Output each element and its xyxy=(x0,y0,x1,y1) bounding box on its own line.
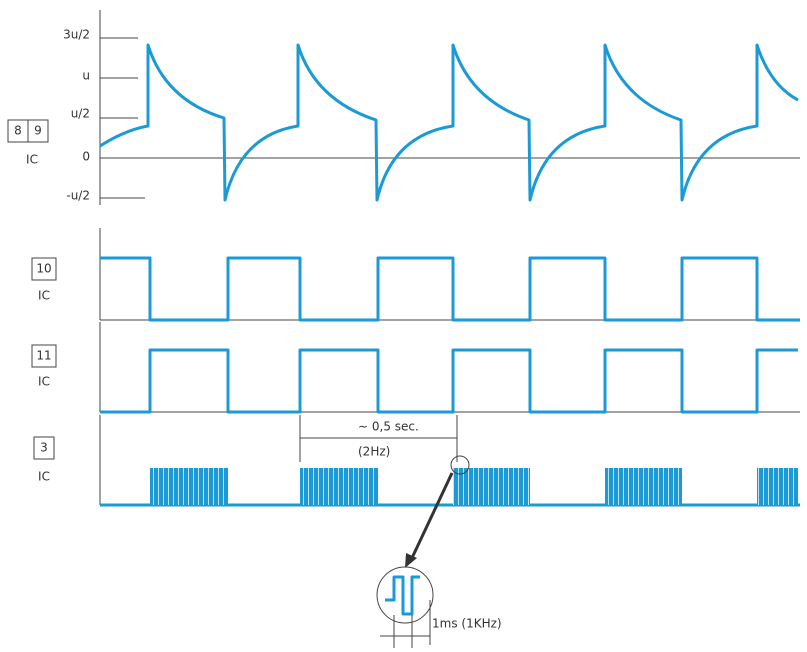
pin-label: 3 xyxy=(40,441,48,455)
level-label: 0 xyxy=(82,150,90,164)
level-label: u xyxy=(82,69,90,83)
panel-2: 10 IC xyxy=(31,228,800,322)
waveform xyxy=(99,43,799,202)
panel-4: 3 IC xyxy=(33,415,800,507)
level-label: 3u/2 xyxy=(63,28,90,42)
panel-3: 11 IC xyxy=(31,322,800,414)
frequency-label: (2Hz) xyxy=(358,445,390,459)
period-label: ∼ 0,5 sec. xyxy=(358,420,419,434)
bursts xyxy=(150,468,798,505)
chip-label: IC xyxy=(26,153,38,167)
panel-1: 3u/2 u u/2 0 -u/2 8 9 IC xyxy=(7,10,800,205)
chip-label: IC xyxy=(38,375,50,389)
pulse-label: 1ms (1KHz) xyxy=(432,617,502,631)
chip-label: IC xyxy=(38,289,50,303)
pin-box xyxy=(31,257,57,281)
level-label: u/2 xyxy=(71,107,90,121)
pin-label: 11 xyxy=(36,349,51,363)
pin-label: 8 xyxy=(14,124,22,138)
pin-label: 10 xyxy=(36,262,51,276)
pin-box xyxy=(27,119,49,143)
pin-box xyxy=(31,344,57,368)
chip-label: IC xyxy=(38,470,50,484)
waveform xyxy=(100,348,798,414)
level-ticks xyxy=(100,37,145,199)
pin-box xyxy=(33,436,55,460)
level-label: -u/2 xyxy=(66,189,90,203)
pin-label: 9 xyxy=(34,124,42,138)
annotations: ∼ 0,5 sec. (2Hz) 1ms (1KHz) xyxy=(299,415,502,648)
waveform xyxy=(100,256,800,322)
